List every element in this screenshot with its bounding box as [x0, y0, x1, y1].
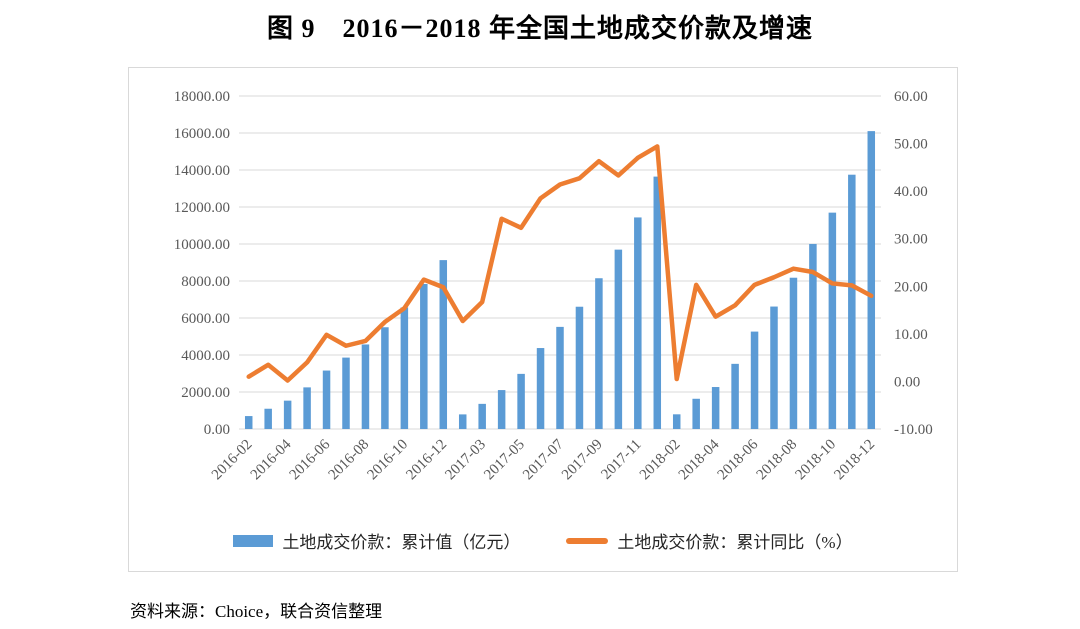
x-axis-tick-label: 2018-08 [754, 437, 801, 484]
legend-bar-label: 土地成交价款：累计值（亿元） [282, 533, 521, 552]
x-axis-tick-label: 2017-07 [520, 436, 567, 483]
bar [672, 414, 681, 429]
left-axis-tick-label: 4000.00 [181, 348, 230, 364]
bar [653, 176, 662, 429]
bar [458, 414, 467, 429]
left-axis-tick-label: 2000.00 [181, 385, 230, 401]
left-axis-tick-label: 18000.00 [174, 89, 230, 105]
right-axis-tick-label: 30.00 [894, 232, 928, 248]
bar [361, 344, 370, 429]
bar [575, 306, 584, 429]
bar [731, 363, 739, 429]
left-axis-tick-label: 10000.00 [174, 237, 230, 253]
x-axis-tick-label: 2017-03 [442, 437, 489, 484]
legend-item-line-series: 土地成交价款：累计同比（%） [566, 528, 853, 553]
right-axis-tick-label: 20.00 [894, 279, 928, 295]
x-axis-tick-label: 2017-09 [559, 437, 606, 484]
right-axis-tick-label: -10.00 [894, 422, 933, 438]
x-axis-tick-label: 2017-05 [481, 437, 528, 484]
bar [342, 357, 350, 429]
bar [556, 326, 564, 429]
page-title: 图 9 2016－2018 年全国土地成交价款及增速 [266, 14, 813, 43]
right-axis-tick-label: 40.00 [894, 184, 928, 200]
x-axis-tick-label: 2018-04 [676, 436, 723, 483]
bar [595, 278, 603, 429]
legend-line-label: 土地成交价款：累计同比（%） [617, 533, 853, 552]
bar [848, 174, 856, 429]
right-axis-tick-label: 60.00 [894, 89, 928, 105]
chart-container: 0.00 2000.00 4000.00 6000.00 8000.00 10000.00… [128, 67, 958, 572]
bar [420, 283, 428, 429]
bar [244, 416, 253, 429]
bar [867, 131, 876, 429]
bar [711, 387, 720, 429]
bar [400, 307, 409, 429]
bar [381, 327, 389, 429]
x-axis-tick-label: 2016-06 [287, 436, 334, 483]
legend-line-swatch-icon [566, 537, 609, 544]
bar [614, 249, 623, 429]
combo-chart: 0.00 2000.00 4000.00 6000.00 8000.00 10000.00… [174, 89, 933, 484]
x-axis-tick-label: 2018-12 [831, 437, 878, 484]
x-axis-tick-label: 2018-10 [793, 437, 840, 484]
bar [264, 408, 272, 429]
bar [478, 403, 486, 429]
chart-legend: 土地成交价款：累计值（亿元） 土地成交价款：累计同比（%） [129, 528, 957, 553]
left-axis-tick-label: 14000.00 [174, 163, 230, 179]
x-axis-tick-label: 2018-06 [715, 436, 762, 483]
x-axis-tick-label: 2016-04 [248, 436, 295, 483]
bar [828, 212, 837, 429]
bar [634, 217, 642, 429]
bar [789, 277, 798, 429]
right-axis-tick-label: 10.00 [894, 327, 928, 343]
right-axis-tick-label: 0.00 [894, 374, 920, 390]
bar [809, 243, 817, 429]
bar [303, 387, 311, 429]
bar [497, 390, 506, 429]
legend-item-bar-series: 土地成交价款：累计值（亿元） [233, 528, 520, 553]
x-axis-tick-label: 2018-02 [637, 437, 684, 484]
left-axis-tick-label: 16000.00 [174, 126, 230, 142]
left-axis-tick-label: 12000.00 [174, 200, 230, 216]
x-axis-tick-label: 2017-11 [598, 437, 644, 483]
left-axis-tick-label: 0.00 [204, 422, 230, 438]
left-axis-tick-label: 6000.00 [181, 311, 230, 327]
bar [536, 348, 545, 429]
bar [517, 373, 525, 429]
trend-line [246, 144, 874, 383]
x-axis-tick-label: 2016-02 [209, 437, 256, 484]
bar [770, 306, 778, 429]
legend-bar-swatch-icon [233, 534, 274, 547]
source-note: 资料来源：Choice，联合资信整理 [130, 602, 383, 621]
x-axis-tick-label: 2016-10 [365, 437, 412, 484]
x-axis-tick-label: 2016-12 [403, 437, 450, 484]
x-axis-tick-label: 2016-08 [326, 437, 373, 484]
bar [692, 398, 700, 429]
left-axis-tick-label: 8000.00 [181, 274, 230, 290]
bar [283, 400, 292, 429]
bar [322, 370, 331, 429]
right-axis-tick-label: 50.00 [894, 137, 928, 153]
bar [439, 260, 448, 429]
bar [750, 331, 759, 429]
